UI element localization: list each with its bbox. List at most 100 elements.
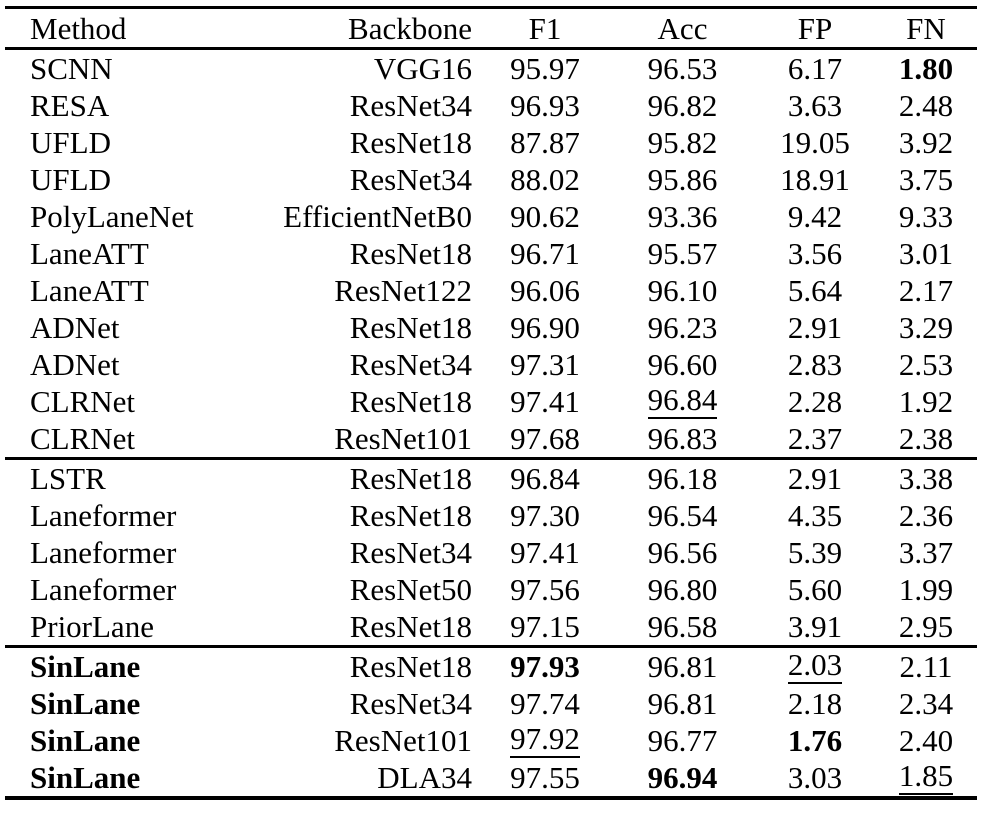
table-cell-fn: 3.92 [875,124,977,161]
table-row: SCNN VGG16 95.97 96.53 6.17 1.80 [5,49,977,88]
cell-value: 2.03 [787,647,843,684]
table-cell-acc: 96.18 [610,457,755,497]
table-cell-backbone: ResNet18 [270,645,480,685]
cell-value: ResNet18 [349,498,472,533]
table-cell-backbone: ResNet101 [270,722,480,759]
table-row: CLRNet ResNet101 97.68 96.83 2.37 2.38 [5,420,977,459]
column-header-fp: FP [797,10,833,46]
table-cell-backbone: ResNet34 [270,534,480,571]
table-cell-fp: 3.91 [755,608,875,647]
table-cell-backbone: ResNet34 [270,161,480,198]
table-cell-fn: 3.29 [875,309,977,346]
table-cell-acc: 96.82 [610,87,755,124]
table-header-row: Method Backbone F1 Acc FP FN [5,8,977,49]
cell-value: 3.38 [898,461,954,496]
table-cell-f1: 96.90 [480,309,610,346]
table-cell-fp: 2.91 [755,309,875,346]
table-cell-fn: 1.85 [875,759,977,798]
cell-value: 1.92 [898,384,954,419]
column-header-backbone: Backbone [348,10,472,46]
table-row: PriorLane ResNet18 97.15 96.58 3.91 2.95 [5,608,977,647]
table-cell-backbone: ResNet34 [270,87,480,124]
cell-value: 97.30 [510,498,580,533]
cell-value: ResNet34 [349,686,472,721]
table-cell-fp: 3.03 [755,759,875,798]
table-cell-acc: 96.83 [610,420,755,459]
cell-value: 88.02 [510,162,580,197]
cell-value: ResNet101 [334,723,472,758]
cell-value: 2.18 [787,686,843,721]
table-cell-acc: 96.94 [610,759,755,798]
cell-value: 97.15 [510,609,580,644]
table-cell-f1: 97.74 [480,685,610,722]
cell-value: 96.84 [510,461,580,496]
table-cell-method: SinLane [5,722,270,759]
column-header-fn: FN [906,10,946,46]
table-cell-method: Laneformer [5,497,270,534]
table-cell-fn: 3.01 [875,235,977,272]
table-cell-f1: 97.92 [480,722,610,759]
table-cell-fn: 2.17 [875,272,977,309]
cell-value: ResNet18 [349,609,472,644]
table-cell-backbone: ResNet18 [270,497,480,534]
cell-value: 96.58 [647,609,718,644]
cell-value: 96.84 [647,382,718,419]
cell-value: 9.33 [898,199,954,234]
cell-value: ResNet50 [349,572,472,607]
cell-value: 1.80 [898,51,954,86]
table-cell-acc: 96.84 [610,383,755,420]
table-cell-fp: 9.42 [755,198,875,235]
cell-value: 96.18 [647,461,718,496]
table-cell-fn: 3.38 [875,457,977,497]
table-cell-fp: 1.76 [755,722,875,759]
cell-value: ResNet101 [334,421,472,456]
cell-value: SinLane [30,723,141,758]
table-row: Laneformer ResNet34 97.41 96.56 5.39 3.37 [5,534,977,571]
cell-value: 96.93 [510,88,580,123]
table-row: LaneATT ResNet18 96.71 95.57 3.56 3.01 [5,235,977,272]
table-body: SCNN VGG16 95.97 96.53 6.17 1.80 RESA ResNet34 9… [5,49,977,799]
cell-value: 96.10 [647,273,718,308]
cell-value: 3.91 [787,609,843,644]
cell-value: 87.87 [510,125,580,160]
cell-value: RESA [30,88,110,123]
table-row: SinLane ResNet101 97.92 96.77 1.76 2.40 [5,722,977,759]
table-cell-fn: 1.99 [875,571,977,608]
cell-value: 97.41 [510,535,580,570]
table-cell-backbone: ResNet18 [270,457,480,497]
table-row: SinLane DLA34 97.55 96.94 3.03 1.85 [5,759,977,798]
cell-value: ResNet18 [349,310,472,345]
table-cell-fp: 2.37 [755,420,875,459]
table-cell-acc: 96.77 [610,722,755,759]
cell-value: 97.41 [510,384,580,419]
table-cell-fp: 2.83 [755,346,875,383]
cell-value: 2.34 [898,686,954,721]
table-cell-acc: 96.81 [610,645,755,685]
table-cell-f1: 97.31 [480,346,610,383]
cell-value: 96.23 [647,310,718,345]
cell-value: 97.93 [510,649,580,684]
cell-value: 18.91 [780,162,850,197]
table-row: UFLD ResNet34 88.02 95.86 18.91 3.75 [5,161,977,198]
table-cell-method: CLRNet [5,420,270,459]
cell-value: 2.37 [787,421,843,456]
cell-value: ResNet34 [349,88,472,123]
cell-value: 1.85 [898,758,954,795]
column-header-f1: F1 [528,10,562,46]
table-cell-f1: 97.15 [480,608,610,647]
cell-value: SinLane [30,649,141,684]
cell-value: 2.48 [898,88,954,123]
table-cell-backbone: ResNet18 [270,235,480,272]
cell-value: ResNet18 [349,384,472,419]
table-cell-f1: 97.93 [480,645,610,685]
table-cell-fn: 9.33 [875,198,977,235]
table-cell-backbone: ResNet122 [270,272,480,309]
table-cell-fp: 2.91 [755,457,875,497]
table-cell-backbone: EfficientNetB0 [270,198,480,235]
table-cell-acc: 96.54 [610,497,755,534]
table-cell-method: LaneATT [5,235,270,272]
table-cell-fn: 1.92 [875,383,977,420]
table-cell-f1: 97.55 [480,759,610,798]
cell-value: 95.82 [647,125,718,160]
cell-value: 2.91 [787,310,843,345]
